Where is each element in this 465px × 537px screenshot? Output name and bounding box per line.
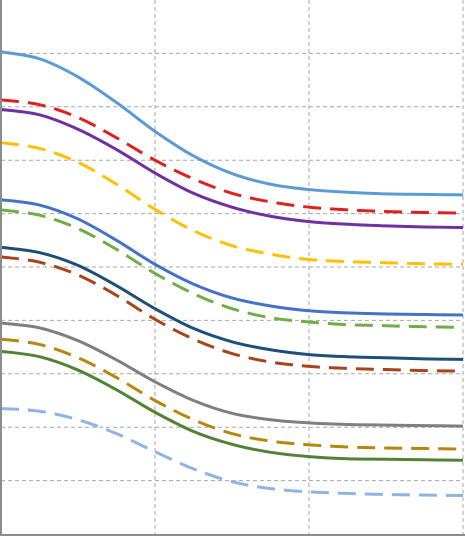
series-line-9 [0, 321, 464, 428]
series-line-4 [0, 141, 464, 266]
series-line-3 [0, 107, 464, 229]
series-line-11 [0, 349, 464, 462]
series-line-10 [0, 337, 464, 451]
series-line-7 [0, 245, 464, 361]
series-line-12 [0, 407, 464, 498]
series-line-5 [0, 198, 464, 317]
series-line-1 [0, 50, 464, 197]
series-lines [0, 50, 464, 498]
series-line-6 [0, 208, 464, 329]
series-line-8 [0, 255, 464, 373]
series-line-2 [0, 98, 464, 215]
